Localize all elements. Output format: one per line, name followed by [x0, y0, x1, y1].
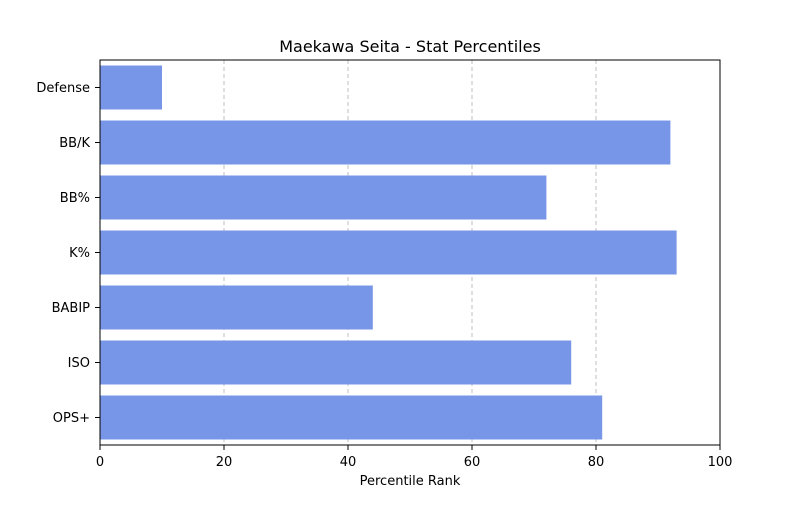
bar-k — [100, 230, 677, 275]
x-tick-label: 100 — [708, 455, 733, 470]
x-tick-label: 0 — [96, 455, 104, 470]
bar-bb — [100, 175, 547, 220]
y-axis-ticks: Defense BB/K BB% K% BABIP ISO OPS+ — [36, 81, 100, 426]
y-tick-label: OPS+ — [53, 411, 90, 426]
x-tick-label: 80 — [588, 455, 605, 470]
x-tick-label: 40 — [340, 455, 357, 470]
y-tick-label: BABIP — [52, 301, 91, 316]
x-tick-label: 20 — [216, 455, 233, 470]
y-tick-label: BB/K — [59, 136, 90, 151]
x-axis-ticks: 0 20 40 60 80 100 — [96, 445, 733, 470]
chart-title: Maekawa Seita - Stat Percentiles — [279, 37, 541, 56]
bar-babip — [100, 285, 373, 330]
y-tick-label: Defense — [36, 81, 90, 96]
bar-ops — [100, 395, 603, 440]
bar-defense — [100, 65, 162, 110]
bar-bb-k — [100, 120, 671, 165]
x-tick-label: 60 — [464, 455, 481, 470]
bar-iso — [100, 340, 572, 385]
y-tick-label: ISO — [68, 356, 90, 371]
y-tick-label: BB% — [60, 191, 90, 206]
bars — [100, 65, 677, 440]
y-tick-label: K% — [69, 246, 90, 261]
x-axis-label: Percentile Rank — [360, 474, 461, 489]
